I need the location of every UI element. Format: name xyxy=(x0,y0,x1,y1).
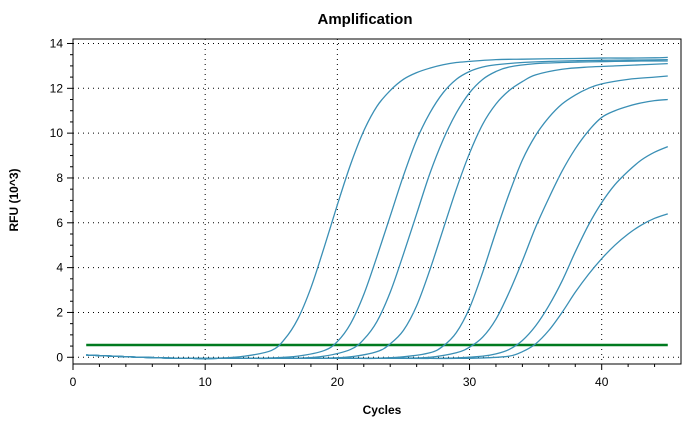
x-axis: 0 10 20 30 40 xyxy=(70,364,655,389)
amplification-curve-8 xyxy=(86,214,668,359)
y-tick-label: 4 xyxy=(56,261,63,275)
amplification-curve-1 xyxy=(86,57,668,358)
x-tick-label: 40 xyxy=(595,375,609,389)
y-tick-label: 0 xyxy=(56,350,63,364)
y-tick-label: 12 xyxy=(50,81,64,95)
curves-layer xyxy=(86,57,668,358)
x-tick-label: 20 xyxy=(331,375,345,389)
amplification-curve-6 xyxy=(86,100,668,359)
y-tick-label: 8 xyxy=(56,171,63,185)
chart-title: Amplification xyxy=(317,11,412,28)
x-tick-label: 30 xyxy=(463,375,477,389)
y-axis: 0 2 4 6 8 10 12 14 xyxy=(50,36,73,364)
amplification-curve-5 xyxy=(86,76,668,358)
y-tick-label: 2 xyxy=(56,305,63,319)
y-tick-label: 6 xyxy=(56,216,63,230)
x-tick-label: 10 xyxy=(198,375,212,389)
amplification-curve-2 xyxy=(86,60,668,359)
x-axis-label: Cycles xyxy=(363,403,402,417)
y-tick-label: 14 xyxy=(50,36,64,50)
y-tick-label: 10 xyxy=(50,126,64,140)
y-axis-label: RFU (10^3) xyxy=(7,168,21,231)
x-tick-label: 0 xyxy=(70,375,77,389)
amplification-curve-4 xyxy=(86,64,668,359)
